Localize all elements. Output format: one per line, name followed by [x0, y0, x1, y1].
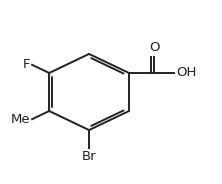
Text: O: O: [149, 41, 159, 54]
Text: F: F: [23, 58, 30, 71]
Text: Me: Me: [10, 113, 30, 126]
Text: Br: Br: [82, 150, 96, 163]
Text: OH: OH: [176, 66, 197, 79]
